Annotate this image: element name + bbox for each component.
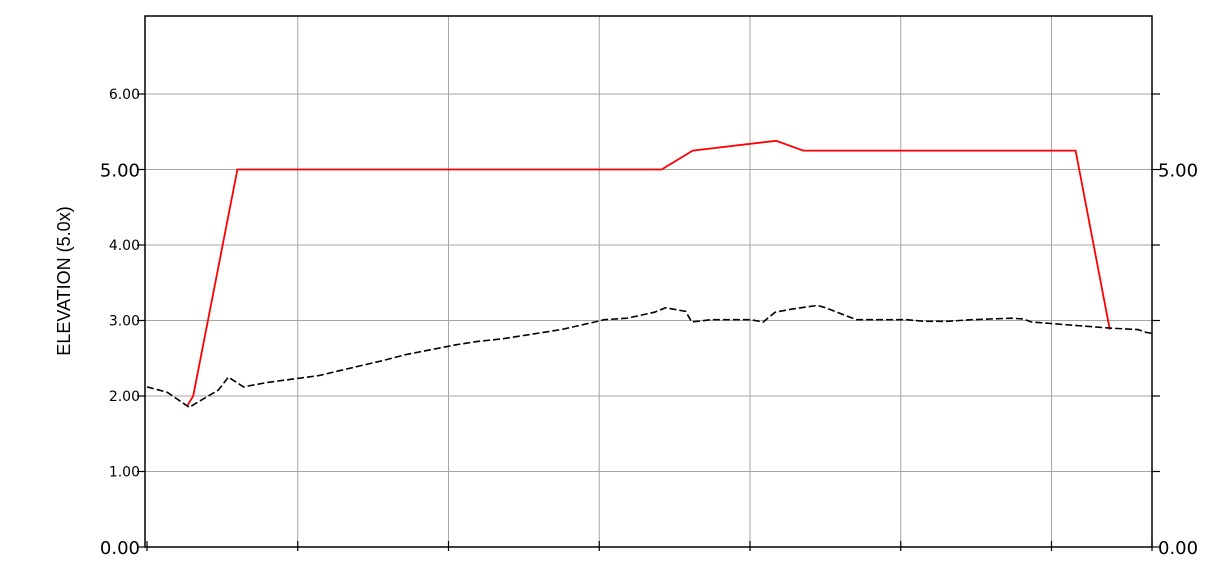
y-tick-label-left: 2.00 [109, 389, 140, 405]
y-tick-label-right: 5.00 [1158, 161, 1198, 182]
y-tick-label-left: 5.00 [100, 161, 140, 182]
plot-frame [145, 16, 1152, 547]
y-tick-label-left: 3.00 [109, 314, 140, 330]
y-tick-label-left: 4.00 [109, 238, 140, 254]
grid [145, 16, 1152, 547]
y-tick-label-left: 1.00 [109, 465, 140, 481]
y-tick-label-left: 0.00 [100, 538, 140, 559]
y-tick-label-right: 0.00 [1158, 538, 1198, 559]
proposed-profile-line [187, 141, 1110, 406]
ticks [137, 94, 1160, 551]
y-tick-label-left: 6.00 [109, 87, 140, 103]
tick-labels: 0.00 0.00 1.00 2.00 3.00 4.00 5.00 5.00 6.00 [100, 87, 1198, 559]
y-axis-label: ELEVATION (5.0x) [54, 206, 74, 355]
